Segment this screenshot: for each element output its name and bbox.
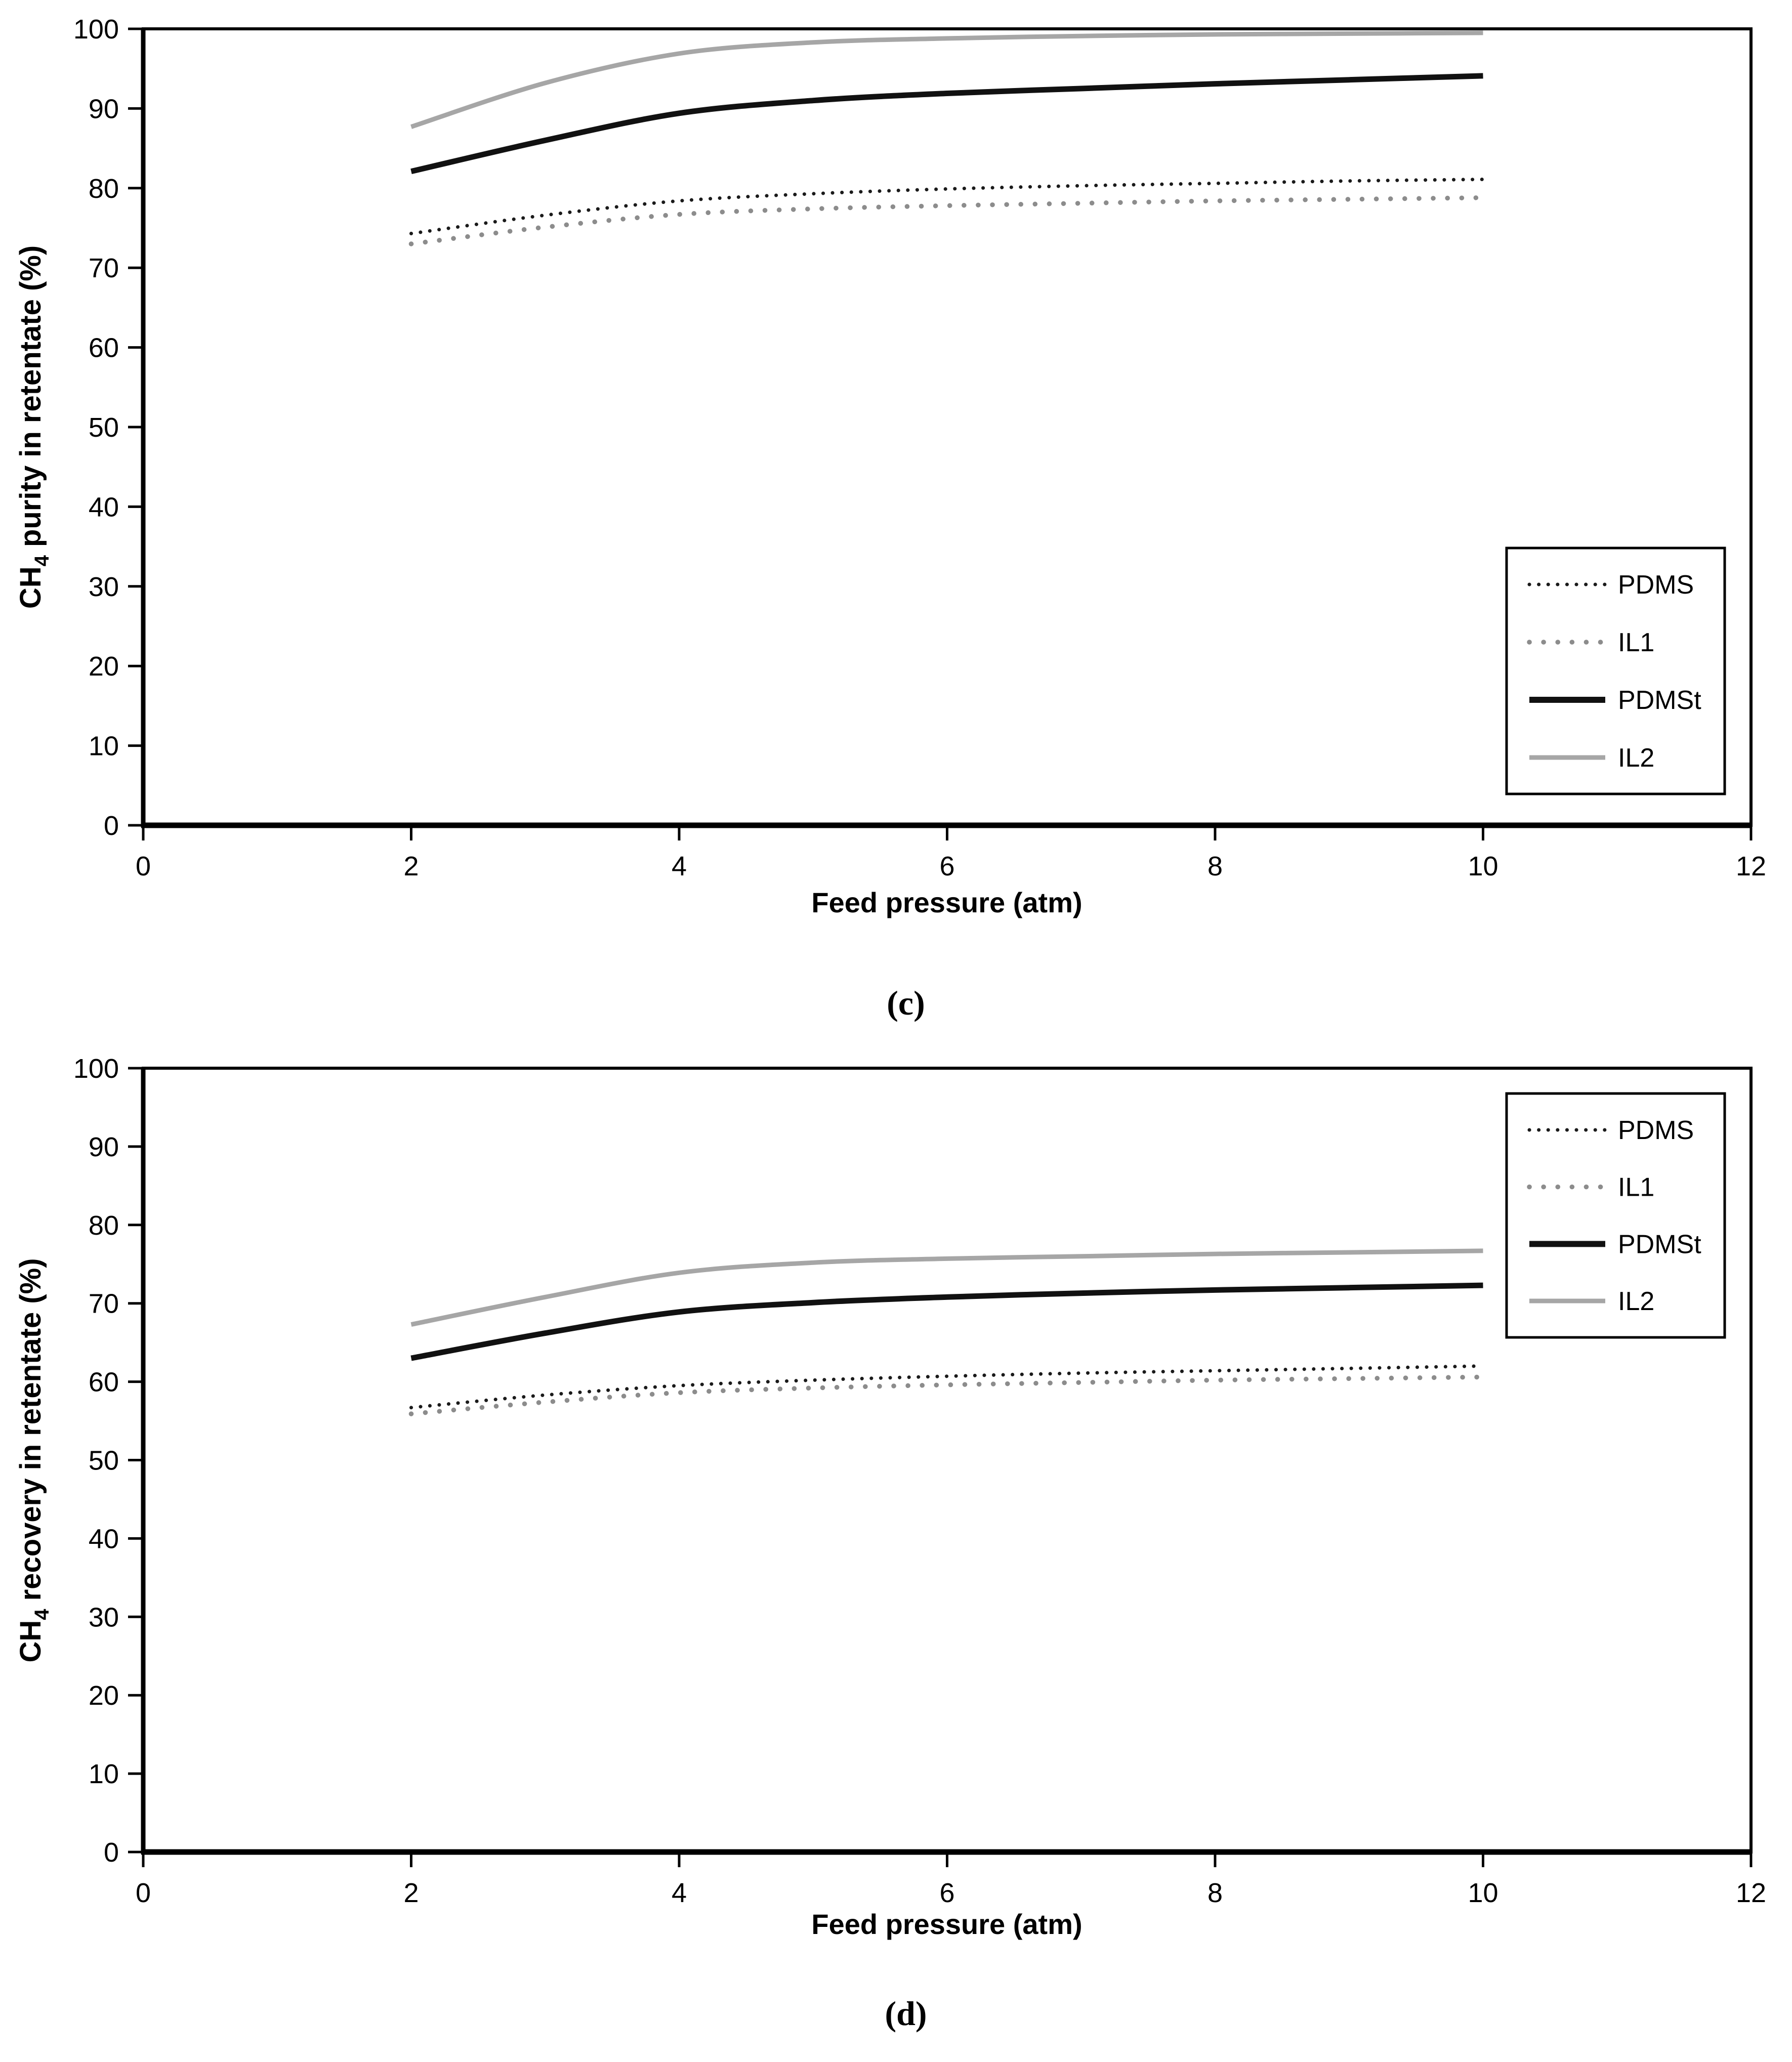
- y-tick-label: 50: [89, 1446, 119, 1476]
- legend-label-PDMS: PDMS: [1618, 570, 1694, 600]
- y-tick-label: 60: [89, 1367, 119, 1398]
- series-IL2-line: [410, 30, 1483, 129]
- y-axis-title-d-main: CH: [14, 1620, 47, 1663]
- y-tick-label: 100: [73, 14, 119, 45]
- y-tick-label: 40: [89, 492, 119, 522]
- legend-label-IL2: IL2: [1618, 1287, 1654, 1316]
- y-tick-label: 50: [89, 412, 119, 443]
- x-tick-label: 2: [403, 851, 419, 881]
- legend-label-IL2: IL2: [1618, 743, 1654, 773]
- x-tick-label: 4: [672, 1878, 687, 1908]
- x-tick-label: 12: [1736, 1878, 1766, 1908]
- y-tick-label: 30: [89, 572, 119, 602]
- y-axis-title-d-subscript: 4: [31, 1609, 53, 1620]
- y-tick-label: 10: [89, 731, 119, 762]
- x-axis-title-c: Feed pressure (atm): [811, 887, 1082, 918]
- x-tick-label: 8: [1207, 851, 1223, 881]
- x-tick-label: 0: [136, 1878, 151, 1908]
- series-PDMS-line: [409, 1364, 1485, 1410]
- y-axis-title-d-rest: recovery in retentate (%): [14, 1258, 47, 1609]
- chart-d-recovery: 0 10 20 30 40 50 60 70 80 90 100 0 2 4 6 8 10 12 PDMS IL1 PD…: [14, 1054, 1766, 2033]
- legend-label-IL1: IL1: [1618, 1173, 1654, 1202]
- y-tick-label: 10: [89, 1759, 119, 1789]
- y-tick-label: 40: [89, 1524, 119, 1554]
- x-tick-label: 6: [939, 1878, 954, 1908]
- series-PDMSt-line: [410, 1282, 1483, 1361]
- y-tick-label: 70: [89, 253, 119, 283]
- series-PDMS-line: [409, 178, 1485, 235]
- y-tick-label: 70: [89, 1289, 119, 1319]
- y-tick-label: 20: [89, 1680, 119, 1711]
- chart-c-plot-layer: 0 10 20 30 40 50 60 70 80 90 100 0 2 4 6 8 10 12 PDMS IL1 PD…: [73, 14, 1766, 881]
- y-tick-label: 60: [89, 333, 119, 363]
- legend-box: [1505, 546, 1726, 795]
- x-tick-label: 4: [672, 851, 687, 881]
- legend-box: [1505, 1092, 1726, 1339]
- x-tick-label: 8: [1207, 1878, 1223, 1908]
- y-tick-label: 80: [89, 174, 119, 204]
- y-tick-label: 90: [89, 1132, 119, 1162]
- y-tick-label: 20: [89, 651, 119, 682]
- legend-label-PDMS: PDMS: [1618, 1116, 1694, 1145]
- series-IL1-line: [408, 195, 1486, 246]
- series-PDMSt-line: [410, 73, 1483, 175]
- x-tick-label: 10: [1468, 851, 1498, 881]
- legend-label-PDMSt: PDMSt: [1618, 1230, 1701, 1259]
- legend-label-IL1: IL1: [1618, 628, 1654, 657]
- y-tick-label: 0: [104, 1837, 119, 1868]
- x-tick-label: 10: [1468, 1878, 1498, 1908]
- x-axis-title-d: Feed pressure (atm): [811, 1908, 1082, 1940]
- series-IL1-line: [408, 1374, 1486, 1416]
- y-tick-label: 80: [89, 1210, 119, 1241]
- y-axis-title-c-rest: purity in retentate (%): [14, 245, 47, 555]
- y-tick-label: 30: [89, 1602, 119, 1632]
- legend-label-PDMSt: PDMSt: [1618, 686, 1701, 715]
- y-axis-title-c: CH4 purity in retentate (%): [14, 245, 53, 609]
- chart-d-plot-layer: 0 10 20 30 40 50 60 70 80 90 100 0 2 4 6 8 10 12 PDMS IL1 PD…: [73, 1054, 1766, 1908]
- caption-d: (d): [885, 1994, 927, 2033]
- y-tick-label: 100: [73, 1054, 119, 1084]
- y-tick-label: 90: [89, 94, 119, 124]
- y-tick-label: 0: [104, 811, 119, 841]
- y-axis-title-c-subscript: 4: [31, 555, 53, 566]
- y-axis-title-d: CH4 recovery in retentate (%): [14, 1258, 53, 1662]
- series-IL2-line: [410, 1248, 1483, 1327]
- x-tick-label: 0: [136, 851, 151, 881]
- chart-c-purity: 0 10 20 30 40 50 60 70 80 90 100 0 2 4 6 8 10 12 PDMS IL1 PD…: [14, 14, 1766, 1022]
- x-tick-label: 12: [1736, 851, 1766, 881]
- x-tick-label: 6: [939, 851, 954, 881]
- caption-c: (c): [887, 984, 925, 1022]
- y-axis-title-c-main: CH: [14, 566, 47, 609]
- x-tick-label: 2: [403, 1878, 419, 1908]
